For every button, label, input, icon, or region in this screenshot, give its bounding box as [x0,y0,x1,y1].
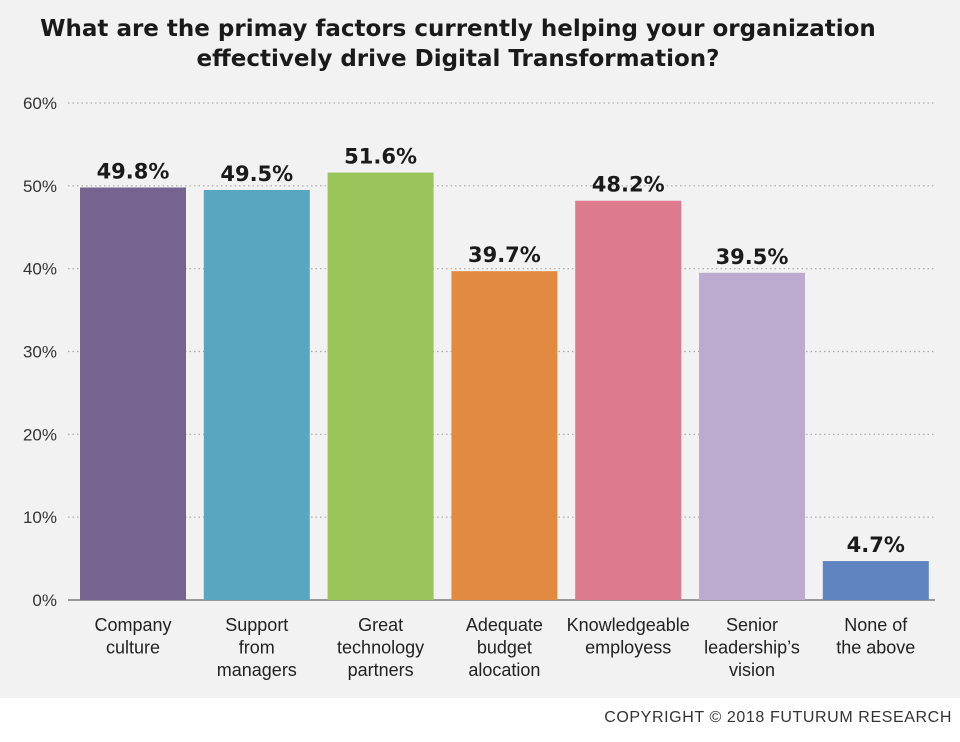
x-tick-label: Great [358,615,403,635]
x-tick-label: culture [106,638,160,658]
y-tick-label: 0% [32,591,57,610]
x-tick-label: leadership’s [704,638,800,658]
x-tick-label: None of [844,615,908,635]
data-label: 48.2% [592,173,665,197]
data-label: 4.7% [847,533,905,557]
bar [575,200,682,600]
x-tick-label: budget [477,638,532,658]
y-tick-label: 40% [23,260,57,279]
x-tick-label: technology [337,638,424,658]
chart-title: What are the primay factors currently he… [0,14,916,74]
bar [822,561,929,600]
y-tick-label: 30% [23,343,57,362]
bar [203,189,310,600]
x-tick-label: Support [225,615,288,635]
x-tick-label: vision [729,660,775,680]
y-tick-label: 60% [23,94,57,113]
y-tick-label: 20% [23,425,57,444]
x-tick-label: partners [348,660,414,680]
x-tick-label: Company [94,615,171,635]
x-tick-label: Senior [726,615,778,635]
x-tick-label: alocation [468,660,540,680]
x-tick-label: managers [217,660,297,680]
data-label: 49.5% [220,162,293,186]
y-tick-label: 10% [23,508,57,527]
data-label: 39.7% [468,243,541,267]
data-label: 51.6% [344,145,417,169]
x-tick-label: Knowledgeable [567,615,690,635]
x-tick-label: employess [585,638,671,658]
x-tick-label: the above [836,638,915,658]
bar [699,272,805,600]
copyright-notice: COPYRIGHT © 2018 FUTURUM RESEARCH [604,709,952,726]
bar [80,187,186,601]
x-tick-label: from [239,638,275,658]
data-label: 39.5% [716,245,789,269]
x-tick-label: Adequate [466,615,543,635]
y-tick-label: 50% [23,177,57,196]
data-label: 49.8% [97,159,170,183]
bar-chart: 0% 10% 20% 30% 40% 50% 60% 49.8% Company culture 4… [23,94,935,680]
bar [327,172,434,600]
chart-title-line-1: What are the primay factors currently he… [40,16,876,42]
chart-title-line-2: effectively drive Digital Transformation… [196,46,720,72]
bar [451,271,558,600]
